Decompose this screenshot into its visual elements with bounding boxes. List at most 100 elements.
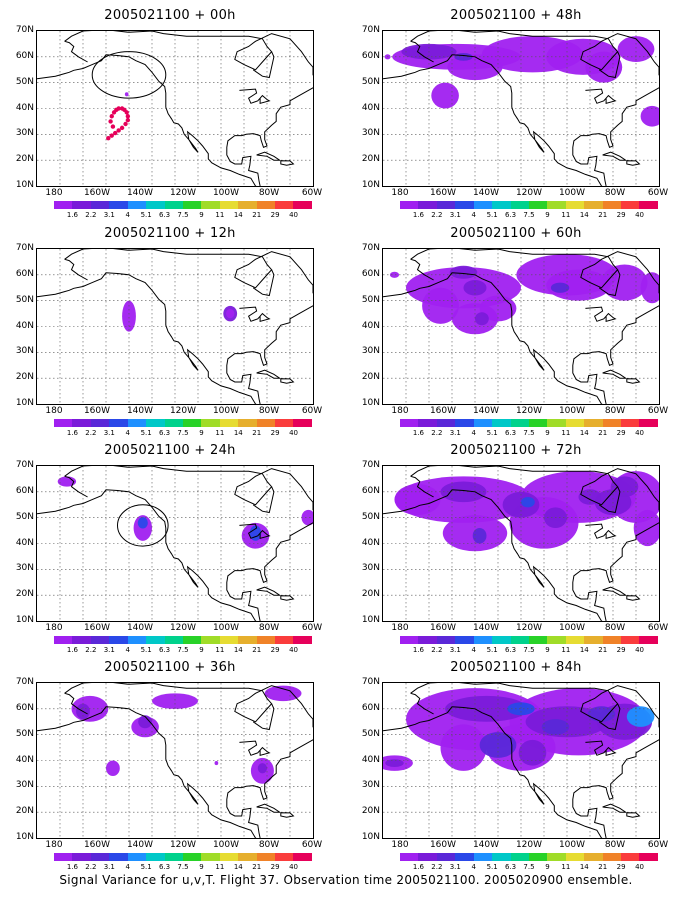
- map-plot: [382, 248, 660, 405]
- colorbar-label: 6.3: [504, 211, 517, 219]
- colorbar: [400, 853, 658, 861]
- colorbar-swatch: [164, 853, 183, 861]
- variance-region: [152, 693, 198, 709]
- variance-region: [550, 282, 570, 293]
- coastline: [256, 369, 282, 379]
- longitude-label: 160W: [429, 406, 457, 416]
- colorbar-swatch: [547, 201, 566, 209]
- longitude-label: 160W: [429, 188, 457, 198]
- longitude-label: 60W: [301, 406, 323, 416]
- colorbar-swatch: [109, 419, 128, 427]
- colorbar-swatch: [219, 419, 239, 427]
- coastline: [626, 378, 641, 384]
- colorbar-label: 2.2: [431, 863, 443, 871]
- coastline: [410, 249, 659, 404]
- colorbar-label: 7.5: [177, 646, 189, 654]
- colorbar-label: 21: [598, 211, 608, 219]
- colorbar-label: 40: [289, 211, 299, 219]
- colorbar-swatch: [436, 201, 456, 209]
- map-panel: 2005021100 + 48h 70N 60N 50N 40N 30N 20N 10N 180…: [346, 0, 686, 219]
- longitude-label: 180: [45, 623, 63, 633]
- colorbar-label: 3.1: [449, 863, 461, 871]
- colorbar-swatch: [238, 201, 257, 209]
- longitude-label: 140W: [126, 406, 154, 416]
- coastline: [383, 706, 603, 838]
- longitude-label: 140W: [126, 840, 154, 850]
- colorbar-label: 14: [579, 211, 589, 219]
- latitude-label: 50N: [361, 511, 380, 522]
- variance-region: [440, 724, 487, 771]
- colorbar-swatch: [182, 201, 202, 209]
- longitude-label: 80W: [258, 188, 280, 198]
- colorbar-swatch: [639, 201, 658, 209]
- coastline: [64, 683, 313, 838]
- colorbar-swatch: [109, 636, 128, 644]
- longitude-label: 120W: [169, 188, 197, 198]
- coastline: [239, 523, 271, 539]
- coastline: [37, 272, 257, 404]
- colorbar-swatch: [146, 853, 165, 861]
- colorbar-swatch: [639, 853, 658, 861]
- flight-track-point: [116, 128, 121, 133]
- coastline: [280, 160, 295, 166]
- latitude-label: 60N: [15, 50, 34, 61]
- colorbar-label: 7.5: [177, 429, 189, 437]
- longitude-label: 180: [45, 406, 63, 416]
- colorbar-label: 11: [215, 863, 225, 871]
- latitude-label: 20N: [15, 154, 34, 165]
- map-canvas: [37, 249, 313, 404]
- colorbar-swatch: [201, 636, 220, 644]
- colorbar-swatch: [492, 201, 511, 209]
- coastline: [602, 586, 628, 596]
- variance-region: [214, 761, 219, 766]
- colorbar-label: 1.6: [412, 429, 424, 437]
- colorbar-swatch: [584, 636, 603, 644]
- colorbar-swatch: [510, 419, 529, 427]
- colorbar-swatch: [602, 201, 622, 209]
- colorbar: [54, 853, 312, 861]
- colorbar-label: 4: [125, 646, 130, 654]
- colorbar-swatch: [584, 419, 603, 427]
- latitude-label: 20N: [361, 806, 380, 817]
- map-canvas: [383, 466, 659, 621]
- longitude-label: 140W: [472, 623, 500, 633]
- colorbar-swatch: [256, 201, 276, 209]
- colorbar-swatch: [127, 636, 147, 644]
- latitude-label: 40N: [15, 754, 34, 765]
- latitude-label: 60N: [15, 485, 34, 496]
- longitude-label: 120W: [169, 406, 197, 416]
- colorbar-swatch: [293, 201, 312, 209]
- variance-region: [226, 308, 235, 319]
- colorbar-swatch: [510, 853, 529, 861]
- map-canvas: [37, 31, 313, 186]
- longitude-label: 100W: [558, 840, 586, 850]
- panel-title: 2005021100 + 24h: [104, 443, 236, 458]
- latitude-label: 30N: [361, 128, 380, 139]
- colorbar-swatch: [54, 201, 73, 209]
- colorbar-swatch: [639, 636, 658, 644]
- colorbar-label: 14: [233, 429, 243, 437]
- colorbar-swatch: [473, 419, 493, 427]
- coastline: [626, 595, 641, 601]
- colorbar-swatch: [602, 419, 622, 427]
- colorbar-swatch: [492, 636, 511, 644]
- panel-title: 2005021100 + 36h: [104, 660, 236, 675]
- colorbar-swatch: [72, 636, 91, 644]
- colorbar-swatch: [510, 636, 529, 644]
- longitude-label: 180: [391, 188, 409, 198]
- flight-track-point: [123, 121, 128, 127]
- variance-region: [633, 509, 659, 547]
- map-panel: 2005021100 + 84h 70N 60N 50N 40N 30N 20N 10N 180…: [346, 652, 686, 871]
- figure-caption: Signal Variance for u,v,T. Flight 37. Ob…: [59, 873, 633, 887]
- colorbar-swatch: [455, 853, 474, 861]
- colorbar-swatch: [293, 853, 312, 861]
- longitude-label: 60W: [301, 188, 323, 198]
- colorbar-swatch: [565, 853, 585, 861]
- colorbar-label: 7.5: [523, 211, 535, 219]
- longitude-label: 80W: [604, 840, 626, 850]
- panel-title: 2005021100 + 60h: [450, 226, 582, 241]
- colorbar-swatch: [621, 636, 640, 644]
- colorbar-label: 29: [616, 429, 626, 437]
- coastline: [252, 51, 275, 79]
- coastline: [37, 706, 257, 838]
